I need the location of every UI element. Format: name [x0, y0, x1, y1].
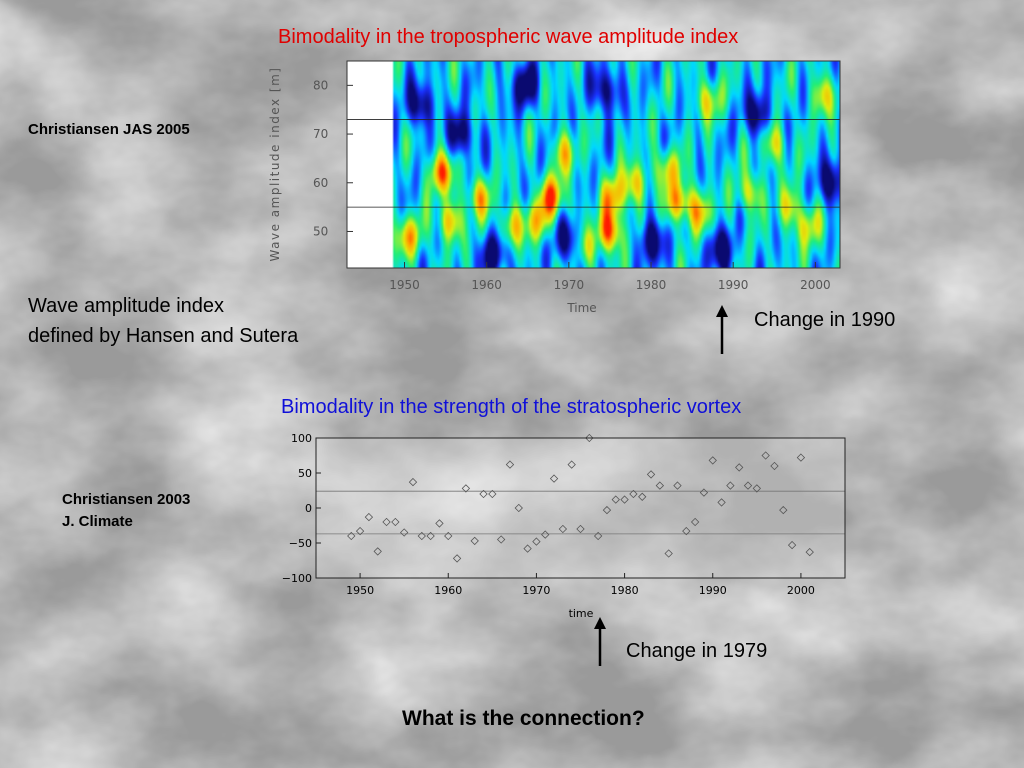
x-tick-label: 2000: [800, 278, 831, 292]
wave-index-note-line2: defined by Hansen and Sutera: [28, 325, 299, 347]
y-tick-label: −100: [282, 572, 312, 585]
data-point: [646, 470, 656, 479]
data-point: [355, 526, 365, 536]
data-point: [787, 540, 797, 550]
x-tick-label: 1950: [346, 584, 374, 597]
wave-index-note-line1: Wave amplitude index: [28, 295, 225, 317]
wave-amplitude-heatmap: 1950 1960 1970 1980 1990 2000 50 60 70 80 Time Wa…: [268, 60, 841, 315]
data-point: [770, 461, 779, 471]
data-point: [805, 547, 814, 557]
data-point: [347, 531, 356, 541]
data-point: [408, 477, 418, 487]
change-1990-label: Change in 1990: [754, 309, 896, 331]
data-point: [435, 519, 444, 528]
data-point: [629, 489, 638, 499]
x-tick-label: 1970: [554, 278, 585, 292]
data-point: [417, 531, 426, 541]
data-point: [488, 489, 497, 499]
data-point: [452, 554, 462, 563]
data-point: [690, 517, 700, 527]
y-tick-label: 70: [313, 127, 328, 141]
x-tick-label: 2000: [787, 584, 815, 597]
bottom-reference-line2: J. Climate: [62, 513, 133, 530]
change-1979-label: Change in 1979: [626, 640, 768, 662]
x-tick-label: 1980: [636, 278, 667, 292]
data-point: [461, 484, 471, 493]
data-point: [611, 495, 620, 504]
data-point: [532, 537, 541, 546]
data-point: [558, 524, 568, 534]
bottom-chart-title: Bimodality in the strength of the strato…: [281, 396, 742, 418]
data-point: [708, 456, 717, 465]
data-point: [779, 505, 788, 515]
closing-question: What is the connection?: [402, 707, 645, 730]
y-tick-label: 0: [305, 502, 312, 515]
data-point: [373, 547, 382, 556]
y-tick-label: −50: [289, 537, 312, 550]
data-point: [726, 481, 735, 490]
data-point: [470, 536, 479, 546]
data-point: [391, 517, 400, 527]
data-point: [699, 488, 709, 497]
y-tick-label: 50: [313, 224, 328, 238]
data-point: [602, 505, 612, 515]
data-point: [585, 433, 594, 443]
x-tick-label: 1950: [389, 278, 420, 292]
wave-index-note: Wave amplitude index defined by Hansen a…: [28, 291, 298, 351]
data-point: [514, 503, 523, 513]
bottom-reference-line1: Christiansen 2003: [62, 491, 191, 508]
data-point: [752, 484, 761, 493]
x-tick-label: 1960: [434, 584, 462, 597]
data-point: [523, 544, 532, 553]
x-axis-label: time: [569, 607, 594, 620]
x-tick-label: 1970: [522, 584, 550, 597]
x-tick-label: 1960: [471, 278, 502, 292]
data-point: [638, 492, 647, 501]
data-point: [541, 530, 550, 539]
data-point: [444, 531, 453, 541]
y-tick-label: 80: [313, 78, 328, 92]
data-point: [620, 495, 629, 504]
data-point: [549, 474, 559, 483]
change-1979-arrow-icon: [594, 617, 606, 666]
data-point: [496, 535, 506, 544]
y-tick-label: 100: [291, 432, 312, 445]
vortex-strength-scatter: 1950 1960 1970 1980 1990 2000 −100 −50 0 50 100 ti…: [282, 432, 846, 620]
data-point: [400, 528, 409, 537]
data-point: [593, 531, 603, 541]
data-point: [382, 517, 391, 527]
data-point: [761, 451, 770, 460]
y-tick-label: 60: [313, 176, 328, 190]
data-point: [743, 481, 753, 490]
y-axis-label: Wave amplitude index [m]: [268, 67, 282, 262]
data-point: [717, 498, 726, 507]
data-point: [479, 489, 488, 499]
y-tick-label: 50: [298, 467, 312, 480]
data-point: [664, 549, 673, 558]
x-tick-label: 1980: [611, 584, 639, 597]
plot-frame: [346, 60, 841, 269]
data-point: [735, 463, 744, 472]
data-point: [673, 481, 682, 490]
data-point: [576, 524, 585, 534]
x-tick-label: 1990: [718, 278, 749, 292]
x-tick-label: 1990: [699, 584, 727, 597]
data-point: [796, 453, 806, 462]
data-point: [655, 481, 665, 490]
plot-frame-bg: [316, 438, 845, 578]
data-point: [505, 460, 515, 469]
change-1990-arrow-icon: [716, 305, 728, 354]
top-chart-title: Bimodality in the tropospheric wave ampl…: [278, 26, 739, 48]
heatmap-image: [347, 61, 840, 268]
data-point: [426, 531, 435, 541]
top-reference: Christiansen JAS 2005: [28, 121, 190, 138]
data-point: [682, 526, 691, 536]
data-point: [567, 460, 576, 469]
data-point: [364, 512, 374, 522]
x-axis-label: Time: [566, 301, 596, 315]
bottom-reference: Christiansen 2003 J. Climate: [62, 489, 190, 533]
